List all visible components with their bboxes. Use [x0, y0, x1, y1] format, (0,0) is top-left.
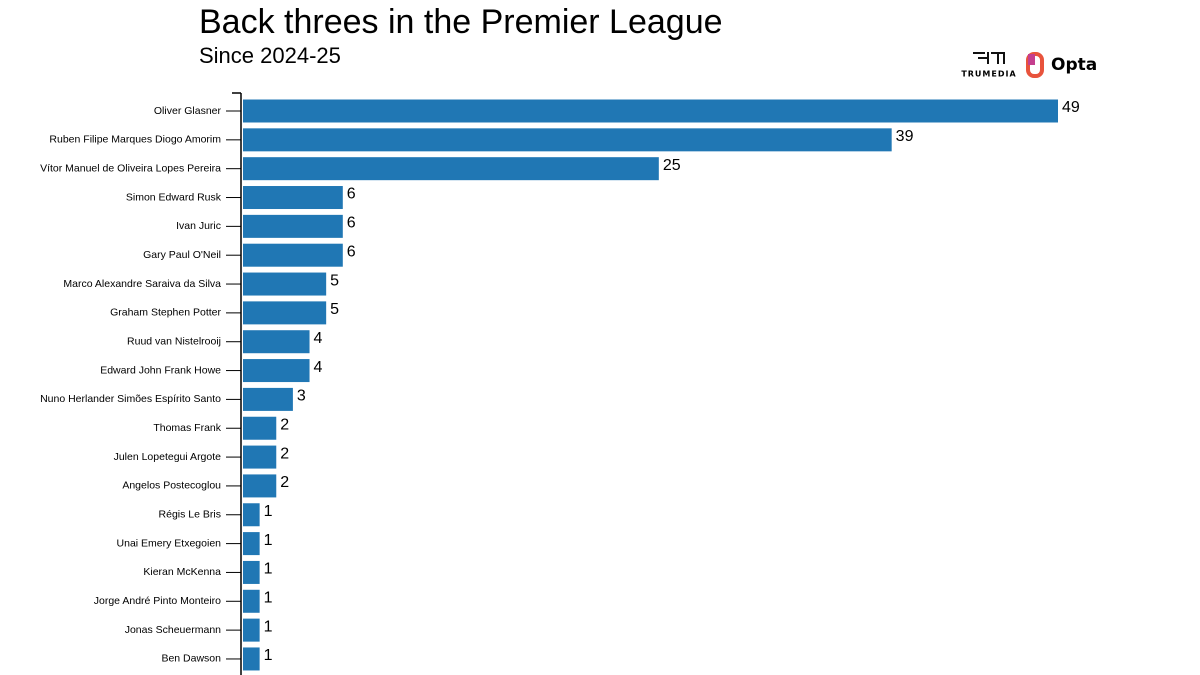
y-tick-label: Jonas Scheuermann	[125, 624, 221, 636]
y-tick-label: Régis Le Bris	[159, 509, 221, 521]
value-label: 39	[896, 128, 914, 145]
value-label: 1	[264, 618, 273, 635]
value-label: 6	[347, 186, 356, 203]
value-label: 5	[330, 272, 339, 289]
value-label: 3	[297, 388, 306, 405]
logo-shape	[1028, 54, 1035, 65]
y-tick-label: Marco Alexandre Saraiva da Silva	[63, 278, 221, 290]
bar	[243, 272, 327, 296]
bar	[243, 214, 343, 238]
chart-title: Back threes in the Premier League	[199, 3, 723, 41]
y-tick-label: Unai Emery Etxegoien	[117, 537, 222, 549]
value-label: 4	[314, 330, 323, 347]
y-tick-label: Vítor Manuel de Oliveira Lopes Pereira	[40, 162, 221, 174]
bar	[243, 186, 343, 210]
y-tick-label: Jorge André Pinto Monteiro	[94, 595, 221, 607]
logo-text: Opta	[1051, 55, 1097, 75]
bar	[243, 618, 260, 642]
value-label: 1	[264, 561, 273, 578]
logo-shape	[1003, 52, 1005, 64]
opta-logo: Opta	[1026, 52, 1097, 78]
bar	[243, 647, 260, 671]
value-label: 6	[347, 243, 356, 260]
y-tick-label: Julen Lopetegui Argote	[114, 451, 222, 463]
bar	[243, 157, 659, 181]
value-label: 1	[264, 503, 273, 520]
logo-shape	[973, 52, 985, 54]
y-tick-label: Edward John Frank Howe	[100, 364, 221, 376]
y-tick-label: Oliver Glasner	[154, 105, 222, 117]
y-tick-label: Gary Paul O'Neil	[143, 249, 221, 261]
value-label: 2	[280, 416, 289, 433]
chart-subtitle: Since 2024-25	[199, 43, 341, 68]
value-label: 4	[314, 359, 323, 376]
bar	[243, 416, 277, 440]
bar	[243, 330, 310, 354]
y-tick-label: Graham Stephen Potter	[110, 307, 221, 319]
y-tick-label: Kieran McKenna	[143, 566, 221, 578]
bar	[243, 445, 277, 469]
bar	[243, 99, 1058, 123]
y-tick-label: Thomas Frank	[153, 422, 221, 434]
bar	[243, 503, 260, 527]
y-tick-label: Ruud van Nistelrooij	[127, 336, 221, 348]
bar	[243, 359, 310, 383]
bar	[243, 560, 260, 584]
y-tick-label: Ivan Juric	[176, 220, 221, 232]
value-label: 25	[663, 157, 681, 174]
value-label: 2	[280, 445, 289, 462]
bar	[243, 532, 260, 556]
logo-shape	[987, 52, 989, 64]
logo-shape	[978, 57, 988, 59]
bar	[243, 301, 327, 325]
bar	[243, 474, 277, 498]
y-tick-label: Ben Dawson	[161, 653, 221, 665]
bar	[243, 128, 892, 152]
bar	[243, 243, 343, 267]
value-label: 49	[1062, 99, 1080, 116]
logo-text: TRUMEDIA	[961, 70, 1016, 79]
value-label: 2	[280, 474, 289, 491]
trumedia-logo: TRUMEDIA	[961, 52, 1016, 79]
y-tick-label: Simon Edward Rusk	[126, 191, 222, 203]
value-label: 1	[264, 589, 273, 606]
value-label: 6	[347, 215, 356, 232]
y-tick-label: Angelos Postecoglou	[122, 480, 221, 492]
value-label: 5	[330, 301, 339, 318]
bar	[243, 589, 260, 613]
y-tick-label: Nuno Herlander Simões Espírito Santo	[40, 393, 221, 405]
y-tick-label: Ruben Filipe Marques Diogo Amorim	[49, 134, 221, 146]
bar	[243, 387, 293, 411]
logo-shape	[997, 52, 999, 64]
value-label: 1	[264, 647, 273, 664]
value-label: 1	[264, 532, 273, 549]
